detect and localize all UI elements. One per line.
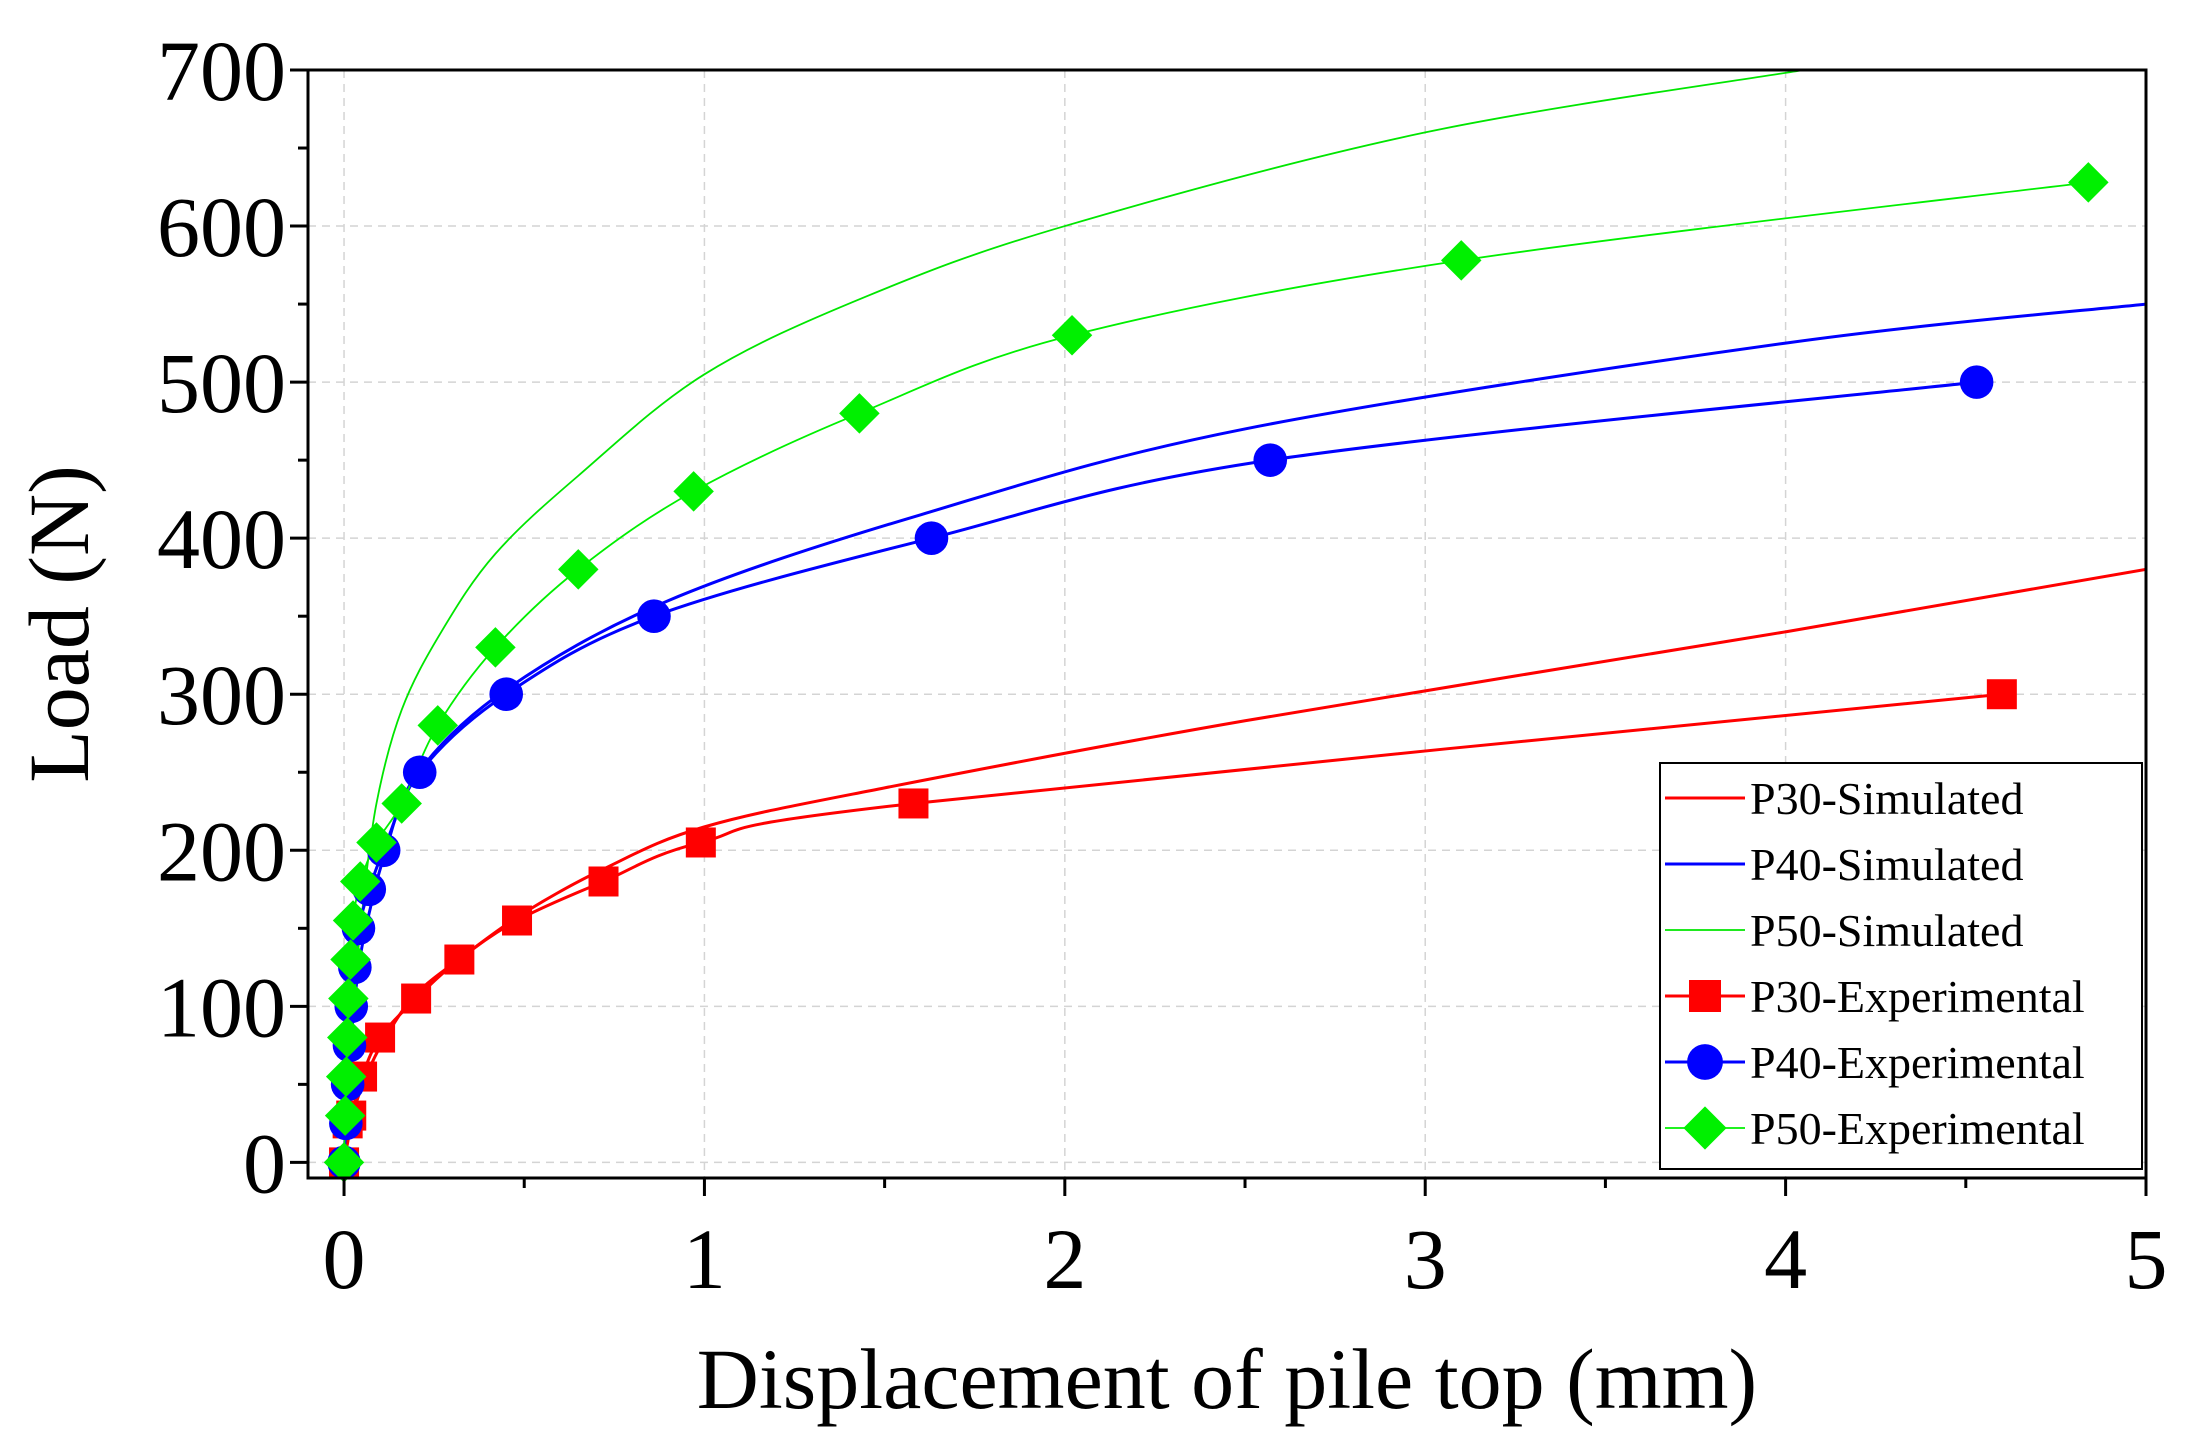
p50-experimental-point — [475, 627, 516, 668]
p40-experimental-point — [489, 677, 524, 712]
y-tick-label: 300 — [157, 647, 286, 743]
p50-experimental-point — [417, 705, 458, 746]
p50-experimental-point — [340, 861, 381, 902]
legend-label-p40-experimental: P40-Experimental — [1750, 1037, 2085, 1088]
series-layer — [323, 70, 2146, 1183]
tick-layer: 0 1 2 3 4 5 0 100 200 300 400 500 600 700 — [157, 23, 2168, 1307]
p40-experimental-point — [1959, 365, 1994, 399]
p50-experimental-point — [330, 939, 371, 980]
y-tick-label: 700 — [157, 23, 286, 119]
markers-group — [323, 162, 2109, 1183]
y-tick-label: 600 — [157, 179, 286, 275]
x-tick-label: 1 — [683, 1211, 726, 1307]
p50-experimental-point — [327, 1017, 368, 1058]
legend-swatch-marker — [1689, 980, 1721, 1012]
p30-experimental-point — [365, 1022, 396, 1053]
p30-experimental-point — [444, 944, 475, 975]
p50-experimental-point — [381, 783, 422, 824]
p30-experimental-point — [685, 827, 716, 858]
legend-label-p50-experimental: P50-Experimental — [1750, 1103, 2085, 1154]
p30-experimental-point — [401, 983, 432, 1014]
p50-experimental-point — [356, 822, 397, 863]
legend-label-p40-simulated: P40-Simulated — [1750, 839, 2023, 890]
legend-label-p50-simulated: P50-Simulated — [1750, 905, 2023, 956]
p50-experimental-point — [558, 549, 599, 590]
y-tick-label: 100 — [157, 959, 286, 1055]
x-tick-label: 4 — [1764, 1211, 1807, 1307]
legend-swatch-marker — [1683, 1106, 1727, 1150]
y-tick-label: 0 — [243, 1115, 286, 1211]
legend-box — [1659, 762, 2143, 1170]
y-tick-label: 500 — [157, 335, 286, 431]
x-axis-title: Displacement of pile top (mm) — [697, 1331, 1757, 1427]
p50-experimental-point — [1051, 315, 1093, 356]
y-tick-label: 200 — [157, 803, 286, 899]
y-tick-label: 400 — [157, 491, 286, 587]
x-tick-label: 2 — [1043, 1211, 1086, 1307]
p30-experimental-point — [1986, 679, 2017, 710]
p40-experimental-point — [637, 599, 671, 633]
y-axis-title: Load (N) — [11, 465, 107, 783]
p50-experimental-point — [325, 1056, 367, 1097]
p50-experimental-point — [2068, 162, 2109, 203]
p40-experimental-point — [914, 521, 949, 555]
p50-experimental-point — [673, 471, 714, 512]
p40-experimental-point — [1253, 443, 1288, 477]
p50-experimental-point — [1441, 240, 1482, 281]
x-tick-label: 3 — [1404, 1211, 1447, 1307]
p50-simulated-line — [343, 70, 1804, 1163]
p50-experimental-point — [328, 978, 369, 1019]
legend: P30-Simulated P40-Simulated P50-Simulated P… — [1659, 762, 2143, 1170]
p50-experimental-point — [332, 900, 374, 941]
legend-swatch-marker — [1687, 1044, 1723, 1080]
p30-experimental-point — [898, 788, 929, 819]
x-tick-label: 5 — [2125, 1211, 2168, 1307]
p30-experimental-point — [502, 905, 533, 936]
p30-experimental-point — [588, 866, 619, 897]
p40-experimental-point — [402, 755, 437, 790]
plot-frame — [306, 68, 2148, 1180]
legend-label-p30-simulated: P30-Simulated — [1750, 773, 2023, 824]
p50-experimental-point — [839, 393, 880, 434]
x-tick-label: 0 — [323, 1211, 366, 1307]
p50-experimental-point — [323, 1142, 365, 1183]
legend-label-p30-experimental: P30-Experimental — [1750, 971, 2085, 1022]
p50-experimental-point — [324, 1095, 366, 1136]
